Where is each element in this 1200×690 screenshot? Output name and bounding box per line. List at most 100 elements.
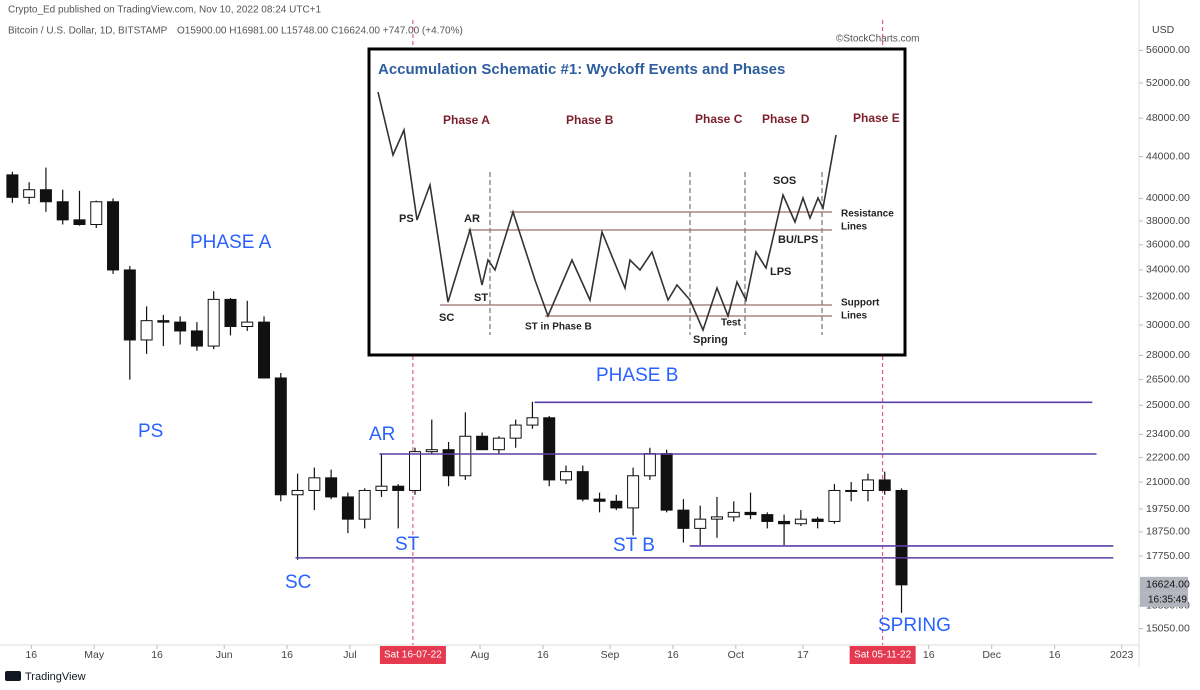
annotation: AR	[369, 424, 395, 445]
x-tick-label: Jun	[216, 649, 233, 661]
candle-body	[90, 201, 103, 225]
y-tick-label: 36000.00	[1146, 239, 1190, 251]
level-label: Lines	[841, 311, 868, 322]
y-tick-label: 23400.00	[1146, 428, 1190, 440]
schematic-path	[377, 91, 837, 333]
candle-body	[291, 489, 304, 496]
level-label: Resistance	[841, 209, 894, 220]
ohlc: O15900.00 H16981.00 L15748.00 C16624.00 …	[177, 26, 463, 37]
marker-badge	[379, 646, 446, 664]
candle-body	[526, 417, 539, 426]
candle-body	[710, 516, 723, 520]
candle-body	[409, 451, 422, 491]
candle-body	[190, 330, 203, 347]
y-tick-label: 26500.00	[1146, 373, 1190, 385]
symbol: Bitcoin / U.S. Dollar, 1D, BITSTAMP	[8, 26, 168, 37]
event-label: BU/LPS	[778, 234, 818, 246]
candle-body	[241, 321, 254, 328]
marker-label: Sat 05-11-22	[854, 650, 912, 661]
candle-body	[442, 449, 455, 477]
candle-body	[274, 377, 287, 496]
x-tick-label: 16	[281, 649, 293, 661]
y-tick-label: 56000.00	[1146, 44, 1190, 56]
y-tick-label: 32000.00	[1146, 290, 1190, 302]
candle-body	[6, 174, 19, 198]
candle-body	[509, 424, 522, 439]
candle-body	[878, 479, 891, 491]
candle-body	[73, 219, 86, 225]
candle-body	[207, 298, 220, 347]
candle-body	[895, 489, 908, 586]
candle-body	[610, 500, 623, 509]
marker-label: Sat 16-07-22	[384, 650, 442, 661]
event-label: Test	[721, 318, 741, 329]
candle-body	[123, 269, 136, 341]
x-tick-label: 16	[151, 649, 163, 661]
x-tick-label: 2023	[1110, 649, 1134, 661]
x-tick-label: 16	[923, 649, 935, 661]
y-tick-label: 40000.00	[1146, 192, 1190, 204]
phase-dividers	[489, 172, 823, 335]
x-tick-label: Dec	[982, 649, 1001, 661]
event-label: AR	[464, 213, 480, 225]
x-tick-label: Jul	[343, 649, 356, 661]
y-tick-label: 17750.00	[1146, 550, 1190, 562]
candle-body	[341, 496, 354, 520]
candle-body	[744, 511, 757, 516]
candle-body	[258, 321, 271, 379]
y-tick-label: 30000.00	[1146, 319, 1190, 331]
y-tick-label: 28000.00	[1146, 349, 1190, 361]
candle-body	[476, 435, 489, 451]
brand-name: TradingView	[25, 671, 86, 683]
candle-body	[828, 489, 841, 522]
phase-label: Phase B	[566, 113, 614, 127]
x-tick-label: 17	[797, 649, 809, 661]
last-price-label: 16624.00	[1146, 579, 1190, 591]
phase-label: Phase D	[762, 112, 810, 126]
candle-body	[492, 437, 505, 451]
annotation: ST	[395, 534, 420, 555]
annotation: PHASE A	[190, 232, 272, 253]
plot: 56000.00 52000.00 48000.00 44000.00 40000.00…	[6, 20, 1190, 664]
countdown: 16:35:49	[1148, 594, 1187, 605]
candle-body	[778, 520, 791, 525]
candle-body	[56, 201, 69, 221]
marker-badge	[849, 646, 916, 664]
y-tick-label: 48000.00	[1146, 112, 1190, 124]
phase-label: Phase C	[695, 112, 743, 126]
annotation: PS	[138, 421, 163, 442]
annotation: SC	[285, 572, 311, 593]
event-label: PS	[399, 213, 414, 225]
candle-body	[425, 449, 438, 453]
event-label: Spring	[693, 334, 728, 346]
x-tick-label: May	[84, 649, 105, 661]
y-tick-label: 15050.00	[1146, 622, 1190, 634]
level-label: Lines	[841, 222, 868, 233]
candle-body	[140, 320, 153, 341]
candle-body	[794, 518, 807, 525]
candle-body	[308, 477, 321, 491]
x-tick-label: 16	[25, 649, 37, 661]
y-tick-label: 25000.00	[1146, 399, 1190, 411]
x-tick-label: 16	[1049, 649, 1061, 661]
brand-logo	[5, 671, 21, 681]
x-tick-label: 16	[537, 649, 549, 661]
candle-body	[861, 479, 874, 491]
brand: TradingView	[5, 671, 86, 683]
candle-body	[392, 485, 405, 491]
candle-body	[543, 417, 556, 481]
y-tick-label: 44000.00	[1146, 150, 1190, 162]
event-label: SC	[439, 312, 454, 324]
candle-body	[643, 453, 656, 477]
candle-body	[660, 453, 673, 511]
y-tick-label: 22200.00	[1146, 451, 1190, 463]
candle-body	[761, 514, 774, 522]
inset: Accumulation Schematic #1: Wyckoff Event…	[367, 47, 907, 357]
x-tick-label: Aug	[471, 649, 490, 661]
candle-body	[23, 189, 36, 198]
phase-label: Phase A	[443, 113, 490, 127]
candle-body	[694, 518, 707, 529]
y-tick-label: 19750.00	[1146, 503, 1190, 515]
countdown-badge	[1140, 592, 1188, 607]
